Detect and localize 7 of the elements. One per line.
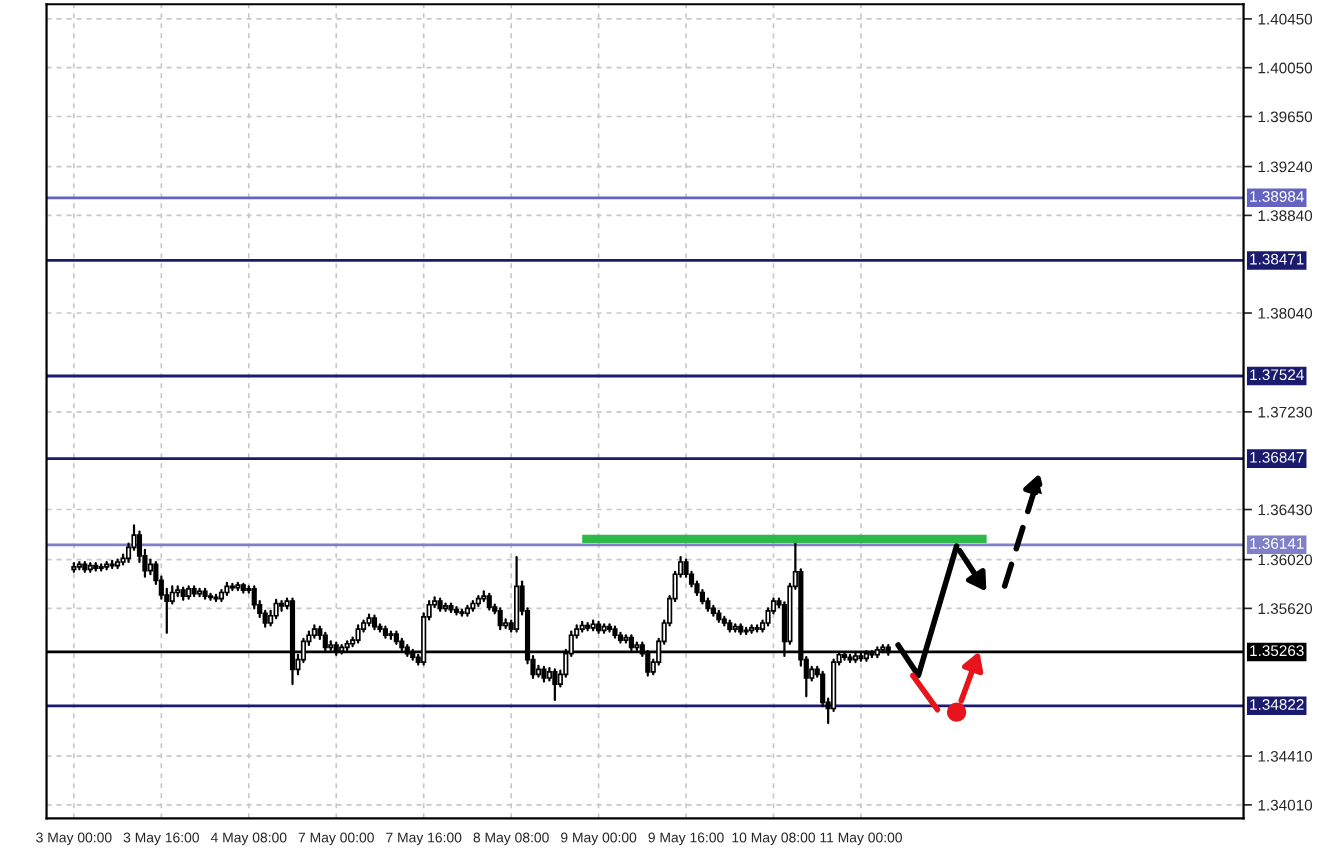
candlestick [207,592,214,601]
candlestick [514,556,520,633]
candlestick [552,668,558,702]
candlestick [273,598,279,620]
candlestick [278,599,285,612]
candlestick [497,607,503,631]
candlestick [251,585,257,610]
